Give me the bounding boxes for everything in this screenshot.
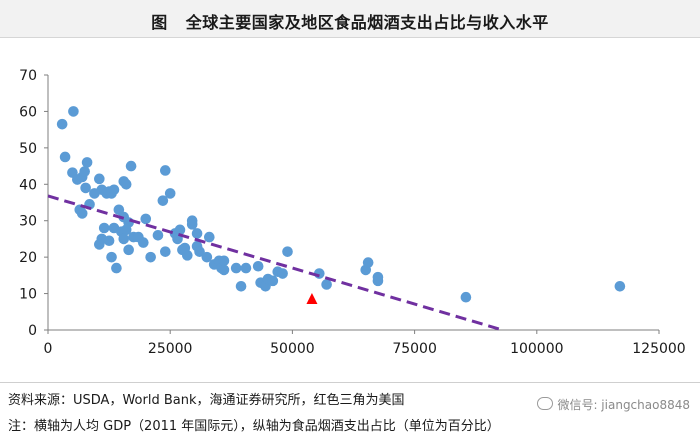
watermark-text: 微信号: jiangchao8848 [557,398,690,412]
data-point [164,188,176,199]
data-point [372,271,384,283]
data-point [230,262,242,274]
data-point [81,157,93,168]
figure-label: 图 [151,13,168,32]
data-point [138,237,149,248]
data-point [460,291,472,303]
y-tick-label: 70 [19,68,37,84]
data-point [218,264,230,276]
data-point [186,215,198,227]
data-point [218,255,230,267]
y-tick-label: 0 [28,323,37,339]
data-point [194,246,205,257]
data-point [204,231,215,243]
data-point [179,242,191,254]
data-point [277,268,288,279]
wechat-icon [537,397,554,410]
x-tick-label: 75000 [392,341,437,357]
axis-note: 注：横轴为人均 GDP（2011 年国际元），纵轴为食品烟酒支出占比（单位为百分… [8,419,500,434]
y-tick-label: 50 [19,141,37,157]
data-point [76,208,88,219]
x-tick-label: 0 [44,341,53,357]
data-point [235,280,247,292]
data-point [111,262,122,274]
x-tick-label: 50000 [270,341,315,357]
data-point [152,229,164,241]
data-point [68,106,79,117]
data-point [191,228,203,239]
data-point [267,275,279,287]
x-tick-label: 25000 [148,341,193,357]
data-point [252,260,264,272]
data-point [240,262,252,274]
data-point [79,166,90,177]
trend-line [47,194,504,332]
data-point [140,213,152,225]
y-tick-label: 30 [19,214,37,230]
y-tick-label: 20 [19,250,37,266]
title-bar: 图全球主要国家及地区食品烟酒支出占比与收入水平 [0,0,700,38]
data-point [120,178,132,190]
data-point [614,280,626,292]
notes-section: 资料来源：USDA，World Bank，海通证券研究所，红色三角为美国 注：横… [0,382,700,434]
data-point [125,160,137,172]
data-point [160,246,171,257]
x-tick-label: 125000 [632,341,685,357]
data-point [56,118,68,130]
y-tick-label: 60 [19,104,37,120]
chart-title: 图全球主要国家及地区食品烟酒支出占比与收入水平 [0,9,700,33]
data-point [106,251,117,263]
y-tick-label: 40 [19,177,37,193]
data-point [160,165,171,176]
data-point [282,246,293,257]
scatter-chart: 0 10 20 30 40 50 60 70 0 25000 50000 75000 100000 125… [19,68,686,357]
data-point [118,233,130,245]
data-point [157,195,169,206]
data-point [201,251,213,263]
us-highlight-marker [306,293,318,305]
data-point [94,239,105,250]
data-point [123,244,134,256]
data-point [362,257,374,268]
x-tick-label: 100000 [510,341,563,357]
data-point [174,224,186,236]
data-point [94,173,105,185]
source-note: 资料来源：USDA，World Bank，海通证券研究所，红色三角为美国 [8,393,405,408]
data-point [98,222,110,234]
data-point [321,279,332,290]
y-tick-label: 10 [19,287,37,303]
data-point [120,224,132,236]
data-point [59,151,71,163]
title-text: 全球主要国家及地区食品烟酒支出占比与收入水平 [185,13,549,32]
data-point [103,235,115,247]
data-point [80,182,91,194]
watermark: 微信号: jiangchao8848 [537,396,690,413]
data-point [108,184,120,196]
data-point [145,251,156,263]
